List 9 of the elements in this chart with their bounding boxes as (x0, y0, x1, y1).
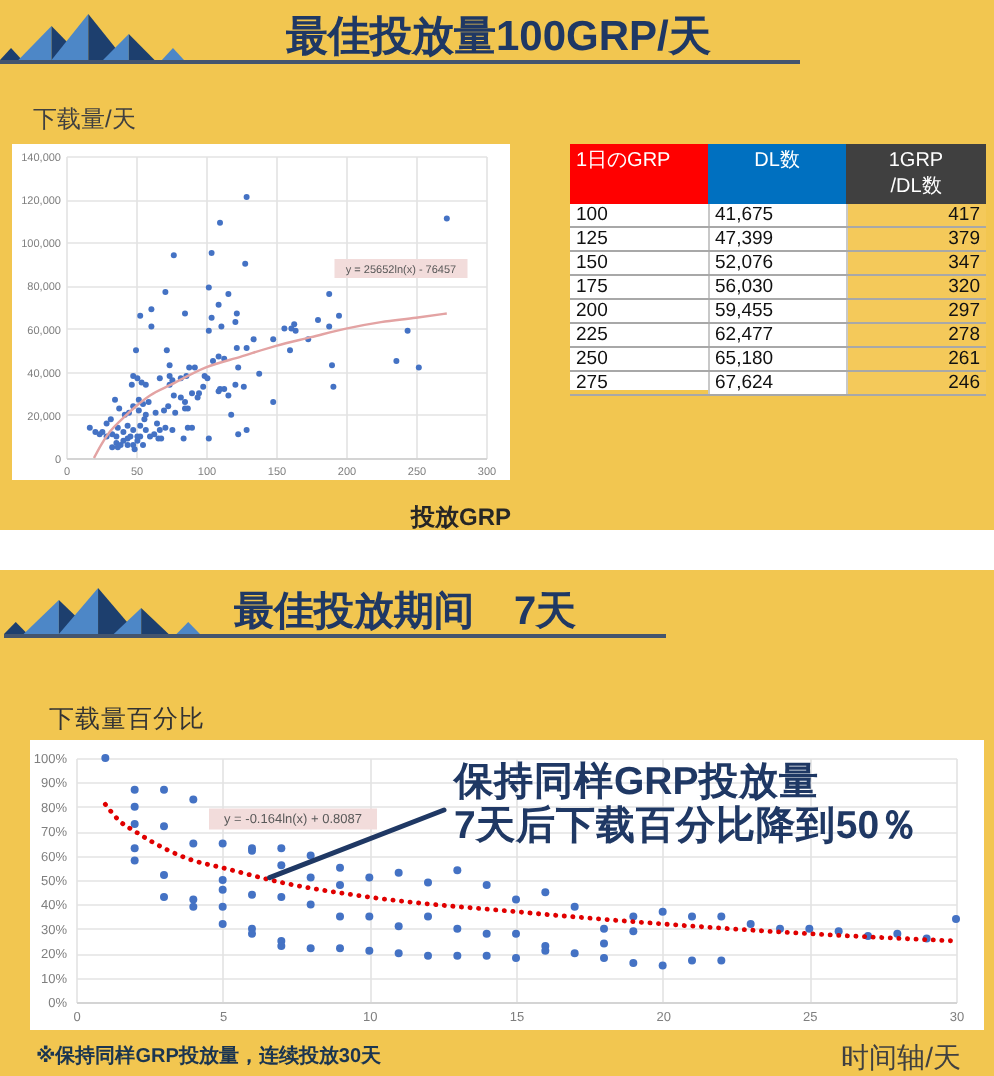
annotation: 保持同样GRP投放量 7天后下载百分比降到50％ (452, 760, 920, 848)
y-axis-title: 下载量/天 (33, 105, 136, 133)
y-axis-title: 下载量百分比 (49, 705, 205, 733)
x-axis-title: 投放GRP (408, 503, 512, 531)
chart-title: 最佳投放量100GRP/天 (286, 14, 711, 60)
text: ※保持同样GRP投放量，连续投放30天 (36, 1044, 384, 1068)
chart-title: 最佳投放期间 7天 (234, 590, 577, 634)
x-axis-title: 时间轴/天 (841, 1041, 961, 1073)
line-series (102, 801, 959, 944)
